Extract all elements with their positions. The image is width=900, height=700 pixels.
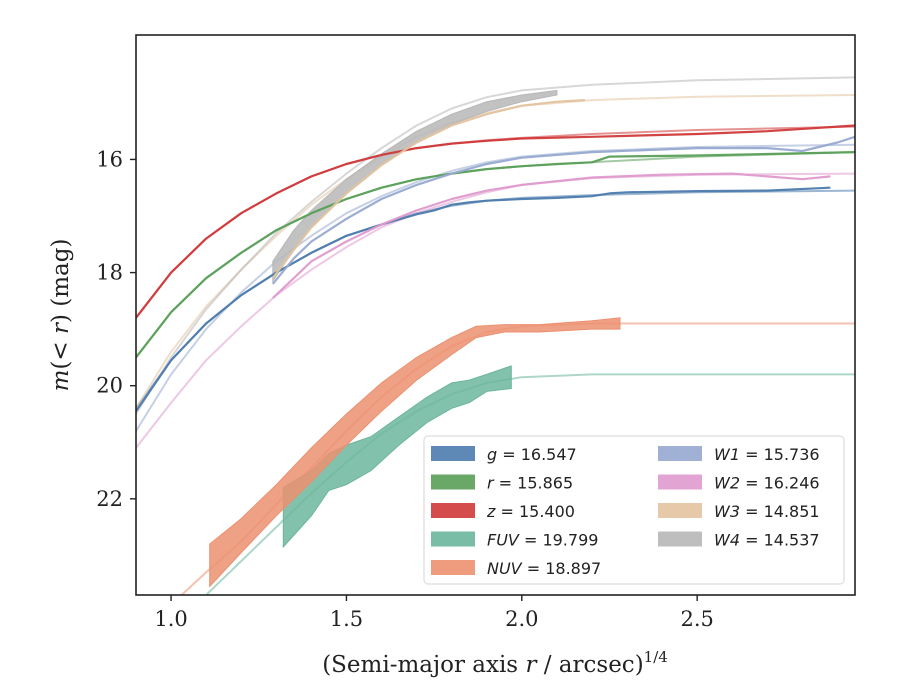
y-tick-label: 16	[96, 147, 123, 171]
legend-swatch-w3	[658, 503, 702, 518]
x-tick-label: 1.5	[330, 607, 363, 631]
legend-swatch-w1	[658, 446, 702, 461]
legend-swatch-z	[431, 503, 475, 518]
legend-swatch-nuv	[431, 560, 475, 575]
g-profile-curve	[136, 186, 831, 412]
z-profile-curve	[136, 124, 855, 319]
legend-label-w4: W4 = 14.537	[714, 531, 820, 550]
legend-label-w1: W1 = 15.736	[714, 445, 820, 464]
y-tick-label: 20	[96, 374, 123, 398]
y-axis-title: m(< r) (mag)	[48, 239, 74, 392]
x-tick-label: 2.0	[505, 607, 538, 631]
legend-label-w3: W3 = 14.851	[714, 502, 820, 521]
plot-area	[136, 76, 855, 595]
legend-label-z: z = 15.400	[486, 502, 575, 521]
w3-profile-curve	[271, 99, 585, 279]
y-tick-label: 22	[96, 487, 123, 511]
x-tick-label: 2.5	[680, 607, 713, 631]
w4-model-curve	[136, 76, 855, 415]
axis-ticks: 1.0 1.5 2.0 2.5 16 18 20 22	[96, 147, 714, 631]
legend-label-fuv: FUV = 19.799	[487, 531, 598, 550]
legend-swatch-w4	[658, 531, 702, 547]
w2-model-curve	[136, 172, 855, 449]
legend-swatch-g	[431, 446, 475, 461]
legend-box	[423, 435, 845, 585]
plot-frame	[135, 34, 856, 596]
r-profile-curve	[136, 151, 855, 359]
x-axis-title: (Semi-major axis r / arcsec)1/4	[322, 648, 668, 678]
x-tick-label: 1.0	[154, 607, 187, 631]
y-tick-label: 18	[96, 261, 123, 285]
w1-profile-curve	[271, 135, 855, 285]
legend-swatch-w2	[658, 474, 702, 490]
legend-label-r: r = 15.865	[487, 474, 573, 493]
nuv-band	[209, 317, 621, 588]
w2-profile-curve	[272, 172, 831, 299]
legend-label-nuv: NUV = 18.897	[487, 559, 601, 578]
legend-swatch-r	[431, 474, 475, 490]
legend-label-w2: W2 = 16.246	[714, 474, 820, 493]
legend-swatch-fuv	[431, 531, 475, 547]
legend: g = 16.547 r = 15.865 z = 15.400 FUV = 19.7…	[423, 435, 845, 585]
legend-label-g: g = 16.547	[487, 445, 577, 464]
